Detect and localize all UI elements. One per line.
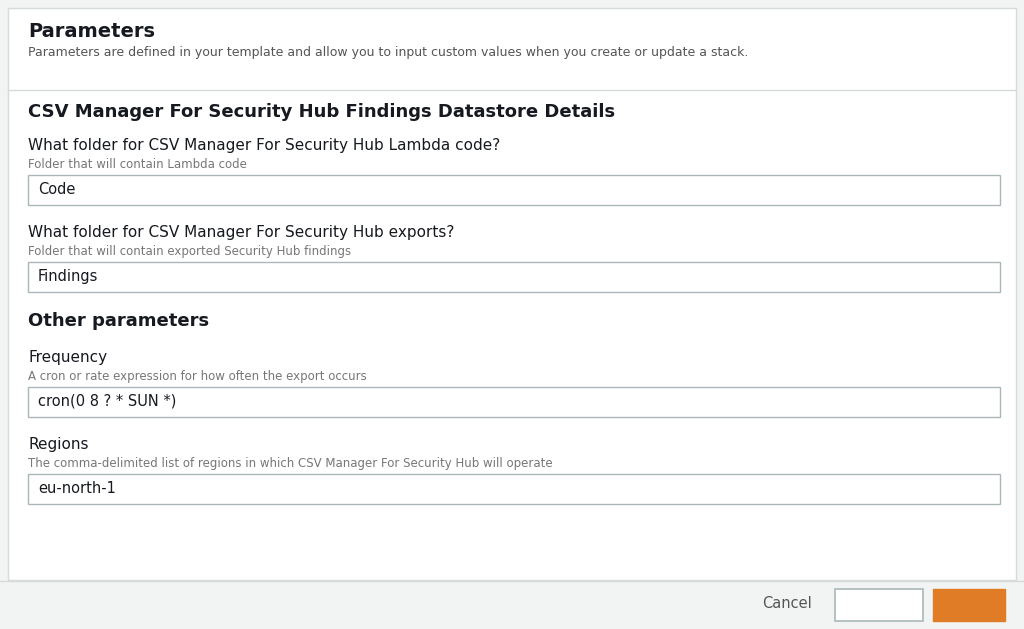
Bar <box>28 262 1000 292</box>
Bar <box>28 387 1000 417</box>
Text: cron(0 8 ? * SUN *): cron(0 8 ? * SUN *) <box>38 394 176 409</box>
Text: Parameters are defined in your template and allow you to input custom values whe: Parameters are defined in your template … <box>28 46 749 59</box>
Text: Previous: Previous <box>848 597 910 612</box>
Text: A cron or rate expression for how often the export occurs: A cron or rate expression for how often … <box>28 370 367 383</box>
Bar <box>0 581 1024 629</box>
Text: What folder for CSV Manager For Security Hub Lambda code?: What folder for CSV Manager For Security… <box>28 138 501 153</box>
Bar <box>28 175 1000 205</box>
Text: What folder for CSV Manager For Security Hub exports?: What folder for CSV Manager For Security… <box>28 225 455 240</box>
Text: Frequency: Frequency <box>28 350 108 365</box>
Text: Findings: Findings <box>38 269 98 284</box>
Text: eu-north-1: eu-north-1 <box>38 481 116 496</box>
Text: Regions: Regions <box>28 437 88 452</box>
Text: Cancel: Cancel <box>762 596 812 611</box>
Bar <box>28 474 1000 504</box>
Bar <box>835 589 923 621</box>
Text: Parameters: Parameters <box>28 22 155 41</box>
Text: Folder that will contain exported Security Hub findings: Folder that will contain exported Securi… <box>28 245 351 258</box>
Text: Code: Code <box>38 182 76 197</box>
Text: CSV Manager For Security Hub Findings Datastore Details: CSV Manager For Security Hub Findings Da… <box>28 103 615 121</box>
Text: Other parameters: Other parameters <box>28 312 209 330</box>
Bar <box>933 589 1005 621</box>
Text: The comma-delimited list of regions in which CSV Manager For Security Hub will o: The comma-delimited list of regions in w… <box>28 457 553 470</box>
Text: Next: Next <box>949 597 988 612</box>
Text: Folder that will contain Lambda code: Folder that will contain Lambda code <box>28 158 247 171</box>
